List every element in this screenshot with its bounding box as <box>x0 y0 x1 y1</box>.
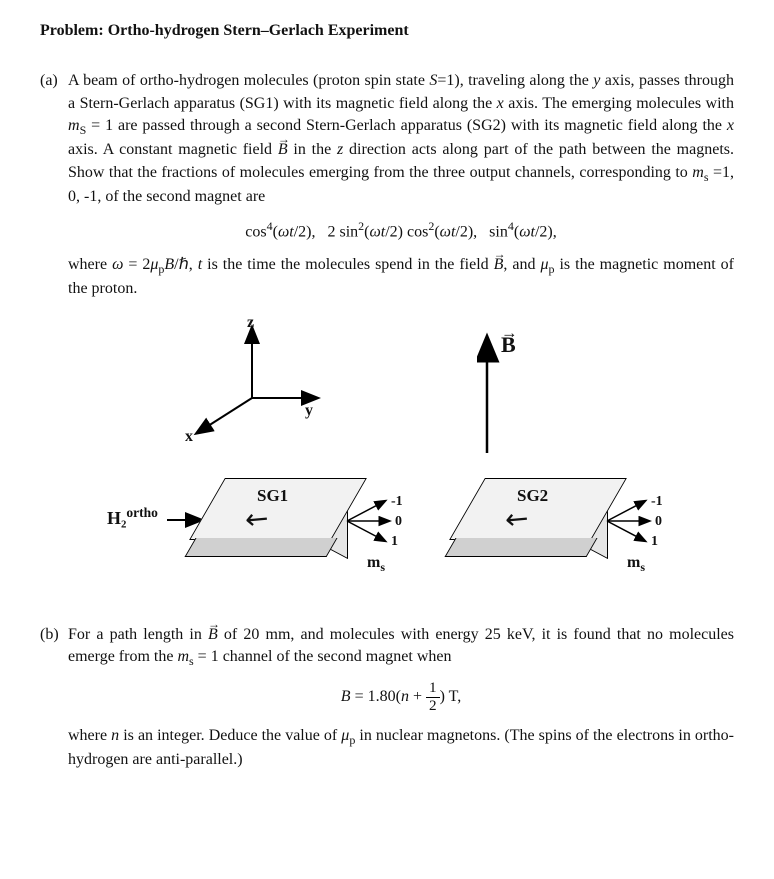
part-a: (a) A beam of ortho-hydrogen molecules (… <box>40 70 734 300</box>
sg2-block: SG2 ↙ -1 0 1 ms <box>467 478 647 568</box>
sg1-block: SG1 ↙ -1 0 1 ms <box>207 478 387 568</box>
part-b-label: (b) <box>40 624 68 771</box>
part-b-equation: B = 1.80(n + 12) T, <box>68 680 734 714</box>
part-b-tail: where n is an integer. Deduce the value … <box>68 727 734 768</box>
sg2-out-plus1: 1 <box>651 532 658 552</box>
sg1-ms-label: ms <box>367 552 385 576</box>
sg1-side-face <box>185 538 338 557</box>
sg2-outputs: -1 0 1 <box>607 496 667 556</box>
title-prefix: Problem: <box>40 22 104 39</box>
b-vector-label: B→ <box>501 330 516 361</box>
part-b-intro: For a path length in B→ of 20 mm, and mo… <box>68 626 734 665</box>
coordinate-axes: z y x <box>177 318 327 438</box>
part-a-label: (a) <box>40 70 68 300</box>
part-a-intro: A beam of ortho-hydrogen molecules (prot… <box>68 72 734 204</box>
experiment-figure: z y x B→ H₂ortho SG1 ↙ <box>107 318 667 598</box>
axis-z-label: z <box>247 312 254 334</box>
problem-title: Problem: Ortho-hydrogen Stern–Gerlach Ex… <box>40 20 734 42</box>
sg1-out-plus1: 1 <box>391 532 398 552</box>
axis-y-label: y <box>305 400 313 422</box>
part-b: (b) For a path length in B→ of 20 mm, an… <box>40 624 734 771</box>
b-vector: B→ <box>477 328 537 458</box>
part-a-fractions: cos4(ωt/2), 2 sin2(ωt/2) cos2(ωt/2), sin… <box>68 218 734 244</box>
part-b-body: For a path length in B→ of 20 mm, and mo… <box>68 624 734 771</box>
h2-ortho-label: H₂ortho <box>107 504 158 531</box>
sg2-side-face <box>445 538 598 557</box>
sg1-outputs: -1 0 1 <box>347 496 407 556</box>
sg1-out-0: 0 <box>395 512 402 532</box>
sg1-out-minus1: -1 <box>391 492 403 512</box>
sg2-out-0: 0 <box>655 512 662 532</box>
title-text: Ortho-hydrogen Stern–Gerlach Experiment <box>108 22 409 39</box>
sg2-ms-label: ms <box>627 552 645 576</box>
part-a-body: A beam of ortho-hydrogen molecules (prot… <box>68 70 734 300</box>
part-a-where: where ω = 2μpB/ℏ, t is the time the mole… <box>68 256 734 297</box>
sg2-out-minus1: -1 <box>651 492 663 512</box>
axis-x-label: x <box>185 426 193 448</box>
